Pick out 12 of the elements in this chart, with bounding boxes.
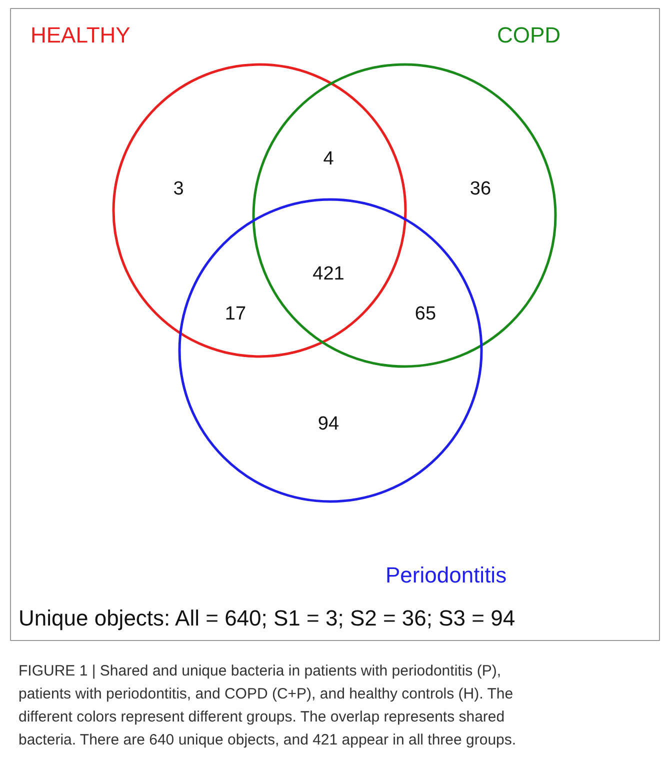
text: 421 (312, 264, 344, 284)
category-label: HEALTHY (30, 22, 131, 48)
data-label: 3 (173, 178, 184, 200)
data-label: 94 (318, 414, 340, 434)
text: 65 (414, 304, 436, 324)
category-label: COPD (496, 22, 560, 48)
text: 4 (323, 148, 334, 170)
data-label: 36 (470, 178, 492, 200)
text: 17 (224, 304, 246, 324)
category-label: Periodontitis (386, 562, 507, 588)
caption: FIGURE 1 | Shared and unique bacteria in patients with periodontitis (P), patients with periodontitis, and COPD (C+P), and healthy controls (H). The different colors represent different groups. The overlap represents shared bacteria. There are 640 unique objects, and 421 appear in all three groups. (18, 662, 516, 748)
text: Unique objects: All = 640; S1 = 3; S2 = 36; S3 = 94 (18, 606, 516, 630)
